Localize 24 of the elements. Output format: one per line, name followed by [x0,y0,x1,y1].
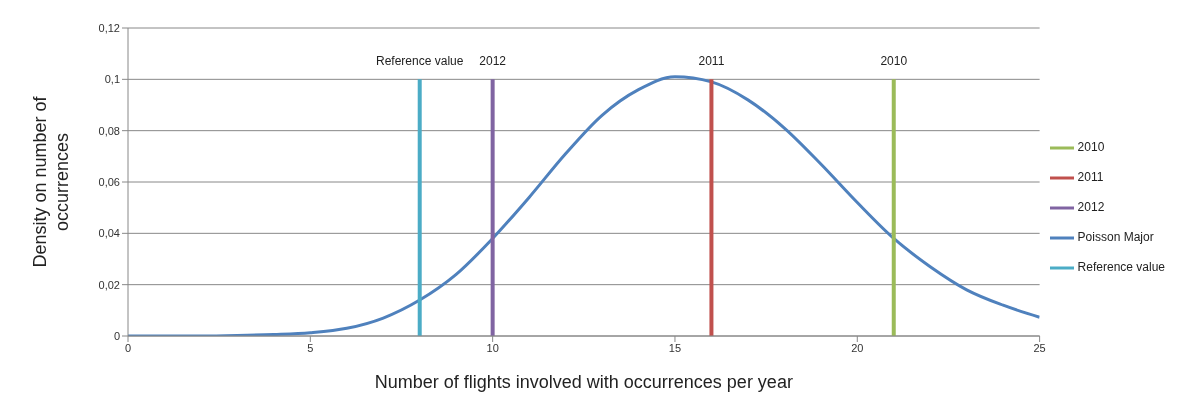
x-tick-label: 10 [486,341,499,354]
legend-label: 2011 [1077,170,1104,184]
text: Reference value [376,54,464,69]
y-tick-label: 0,12 [98,21,120,34]
y-tick-label: 0,08 [98,124,120,137]
y-tick-label: 0,06 [98,175,120,188]
legend-label: 2010 [1077,140,1105,154]
legend-label: 2012 [1077,200,1105,214]
legend-label: Reference value [1077,260,1165,274]
y-tick-label: 0 [113,329,120,342]
y-axis-title: Density on number of occurrences [30,95,72,268]
x-tick-label: 5 [307,341,314,354]
x-tick-label: 20 [851,341,864,354]
text: 2012 [479,54,506,69]
legend-label: Poisson Major [1077,230,1154,244]
text: 2010 [880,54,908,69]
y-tick-label: 0,04 [98,227,120,240]
y-tick-label: 0,1 [104,73,120,86]
x-tick-label: 25 [1033,341,1046,354]
x-tick-label: 0 [124,341,132,354]
text: 2011 [698,54,725,69]
x-axis-title: Number of flights involved with occurrences per year [374,372,793,392]
y-tick-label: 0,02 [98,278,120,291]
x-tick-label: 15 [668,341,682,354]
